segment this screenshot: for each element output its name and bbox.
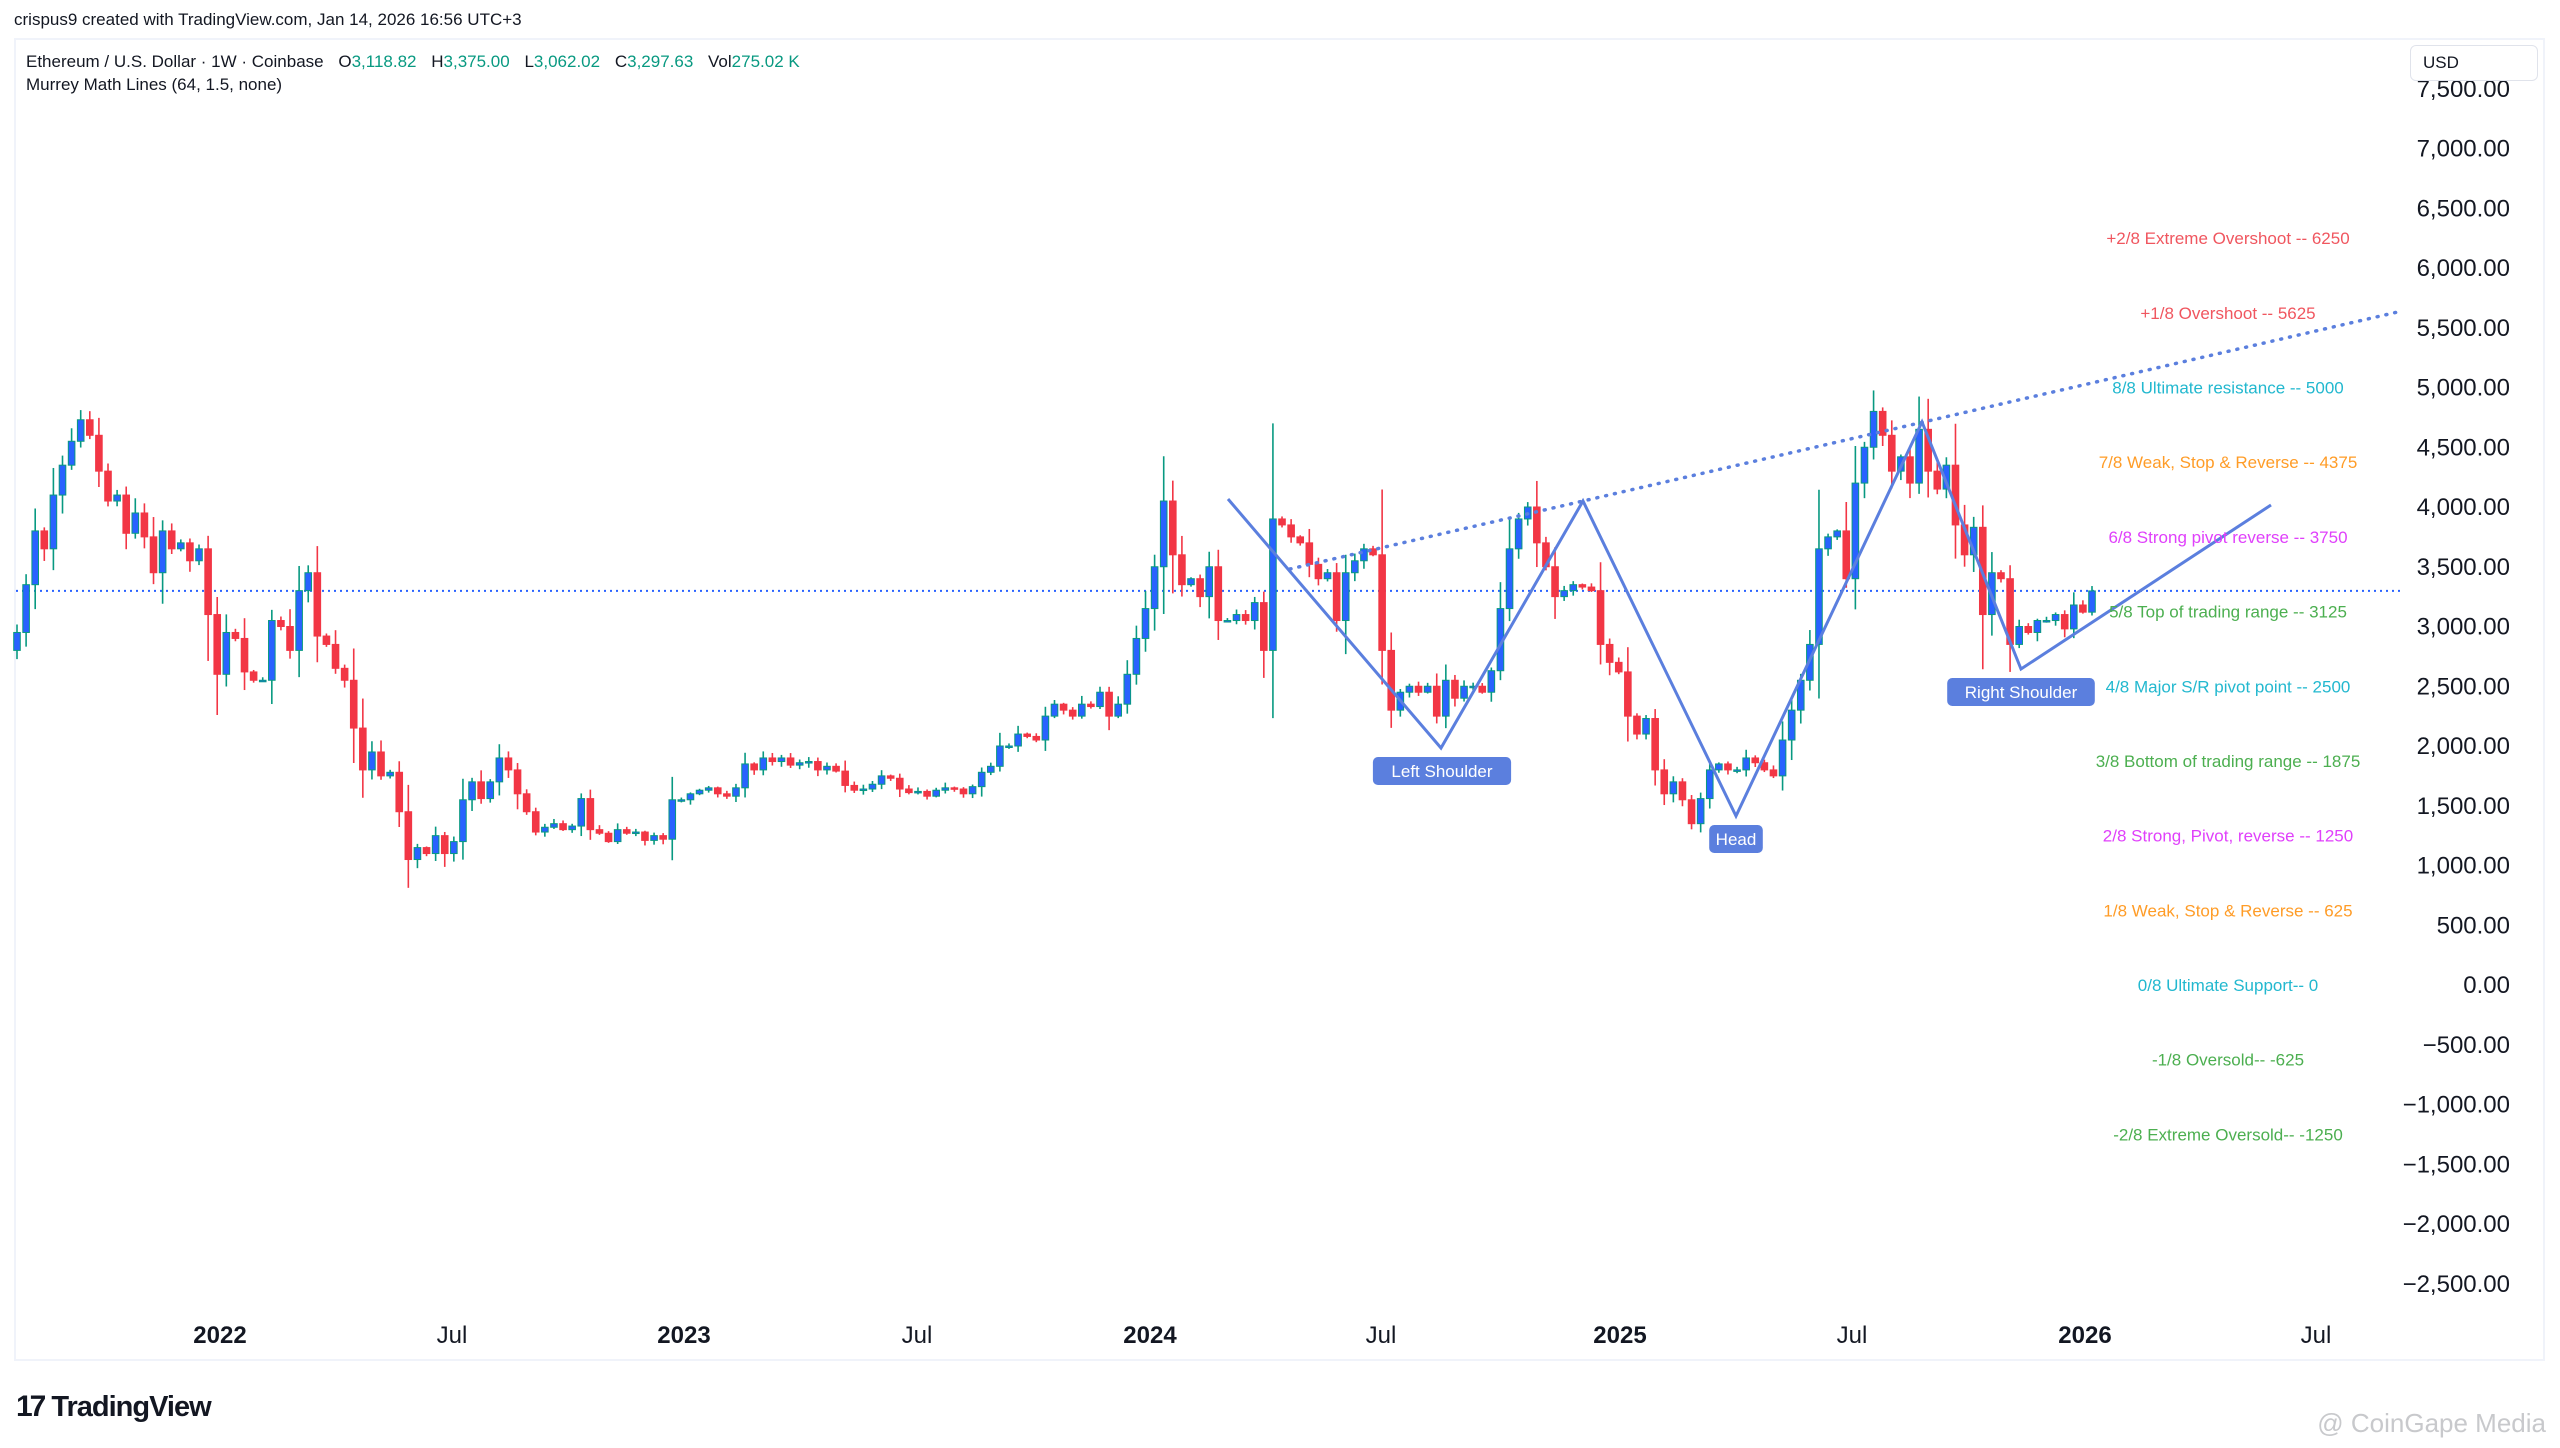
low-value: 3,062.02: [533, 52, 601, 71]
y-tick-label: 500.00: [2437, 912, 2510, 939]
y-tick-label: 1,500.00: [2417, 793, 2510, 820]
tradingview-logo[interactable]: 17 TradingView: [16, 1390, 212, 1424]
svg-text:Right Shoulder: Right Shoulder: [1965, 683, 2078, 702]
murrey-math-labels: +2/8 Extreme Overshoot -- 6250 +1/8 Overs…: [2096, 229, 2361, 1144]
murrey-line-label: 4/8 Major S/R pivot point -- 2500: [2106, 677, 2351, 696]
x-tick-label: 2023: [657, 1322, 710, 1349]
tradingview-logo-text: TradingView: [51, 1390, 211, 1423]
y-tick-label: 5,000.00: [2417, 375, 2510, 402]
y-tick-label: 3,000.00: [2417, 614, 2510, 641]
murrey-line-label: +1/8 Overshoot -- 5625: [2140, 304, 2315, 323]
murrey-line-label: 5/8 Top of trading range -- 3125: [2109, 603, 2347, 622]
y-tick-label: 7,000.00: [2417, 136, 2510, 163]
x-tick-label: Jul: [902, 1322, 933, 1349]
murrey-line-label: 2/8 Strong, Pivot, reverse -- 1250: [2103, 827, 2353, 846]
y-tick-label: 4,000.00: [2417, 494, 2510, 521]
x-tick-label: 2025: [1593, 1322, 1646, 1349]
y-tick-label: 1,000.00: [2417, 853, 2510, 880]
y-tick-label: 6,500.00: [2417, 195, 2510, 222]
y-tick-label: −1,500.00: [2403, 1151, 2510, 1178]
murrey-line-label: +2/8 Extreme Overshoot -- 6250: [2106, 229, 2349, 248]
x-tick-label: Jul: [2301, 1322, 2332, 1349]
y-tick-label: 2,000.00: [2417, 733, 2510, 760]
murrey-line-label: -2/8 Extreme Oversold-- -1250: [2113, 1125, 2343, 1144]
x-tick-label: 2026: [2058, 1322, 2111, 1349]
close-value: 3,297.63: [627, 52, 694, 71]
time-axis[interactable]: 2022 Jul 2023 Jul 2024 Jul 2025 Jul 2026 Jul: [193, 1322, 2331, 1349]
tradingview-logo-icon: 17: [16, 1390, 46, 1423]
murrey-line-label: 3/8 Bottom of trading range -- 1875: [2096, 752, 2361, 771]
high-value: 3,375.00: [443, 52, 510, 71]
currency-button[interactable]: USD: [2410, 45, 2538, 81]
symbol-legend: Ethereum / U.S. Dollar · 1W · Coinbase O…: [26, 50, 800, 96]
y-tick-label: 6,000.00: [2417, 255, 2510, 282]
svg-text:Head: Head: [1716, 830, 1757, 849]
volume-value: 275.02 K: [731, 52, 800, 71]
x-tick-label: Jul: [1837, 1322, 1868, 1349]
murrey-line-label: 8/8 Ultimate resistance -- 5000: [2112, 379, 2344, 398]
indicator-title[interactable]: Murrey Math Lines (64, 1.5, none): [26, 75, 283, 94]
coingape-watermark: @ CoinGape Media: [2317, 1408, 2546, 1438]
murrey-line-label: 1/8 Weak, Stop & Reverse -- 625: [2103, 901, 2352, 920]
pattern-label[interactable]: [1947, 678, 2095, 706]
y-tick-label: 3,500.00: [2417, 554, 2510, 581]
x-tick-label: Jul: [1366, 1322, 1397, 1349]
x-tick-label: Jul: [437, 1322, 468, 1349]
chart-credit: crispus9 created with TradingView.com, J…: [14, 10, 522, 29]
x-tick-label: 2022: [193, 1322, 246, 1349]
price-axis[interactable]: 7,500.007,000.006,500.006,000.005,500.00…: [2403, 76, 2510, 1298]
y-tick-label: 4,500.00: [2417, 434, 2510, 461]
y-tick-label: −500.00: [2423, 1032, 2510, 1059]
pattern-label[interactable]: [1709, 825, 1763, 853]
symbol-title[interactable]: Ethereum / U.S. Dollar · 1W · Coinbase: [26, 52, 324, 71]
open-value: 3,118.82: [351, 52, 417, 71]
y-tick-label: −1,000.00: [2403, 1092, 2510, 1119]
murrey-line-label: 7/8 Weak, Stop & Reverse -- 4375: [2099, 453, 2358, 472]
x-tick-label: 2024: [1123, 1322, 1177, 1349]
y-tick-label: −2,000.00: [2403, 1211, 2510, 1238]
y-tick-label: 2,500.00: [2417, 673, 2510, 700]
head-shoulders-pattern: Left Shoulder Head Right Shoulder: [1226, 309, 2404, 853]
y-tick-label: 5,500.00: [2417, 315, 2510, 342]
y-tick-label: −2,500.00: [2403, 1271, 2510, 1298]
murrey-line-label: 0/8 Ultimate Support-- 0: [2138, 976, 2318, 995]
legend-row-ohlc: Ethereum / U.S. Dollar · 1W · Coinbase O…: [26, 52, 800, 71]
murrey-line-label: 6/8 Strong pivot reverse -- 3750: [2108, 528, 2347, 547]
svg-text:Left Shoulder: Left Shoulder: [1391, 762, 1492, 781]
murrey-line-label: -1/8 Oversold-- -625: [2152, 1051, 2304, 1070]
y-tick-label: 0.00: [2463, 972, 2510, 999]
chart-panel[interactable]: [14, 38, 2545, 1361]
candlestick-series: [13, 390, 2096, 888]
pattern-label[interactable]: [1372, 757, 1512, 785]
